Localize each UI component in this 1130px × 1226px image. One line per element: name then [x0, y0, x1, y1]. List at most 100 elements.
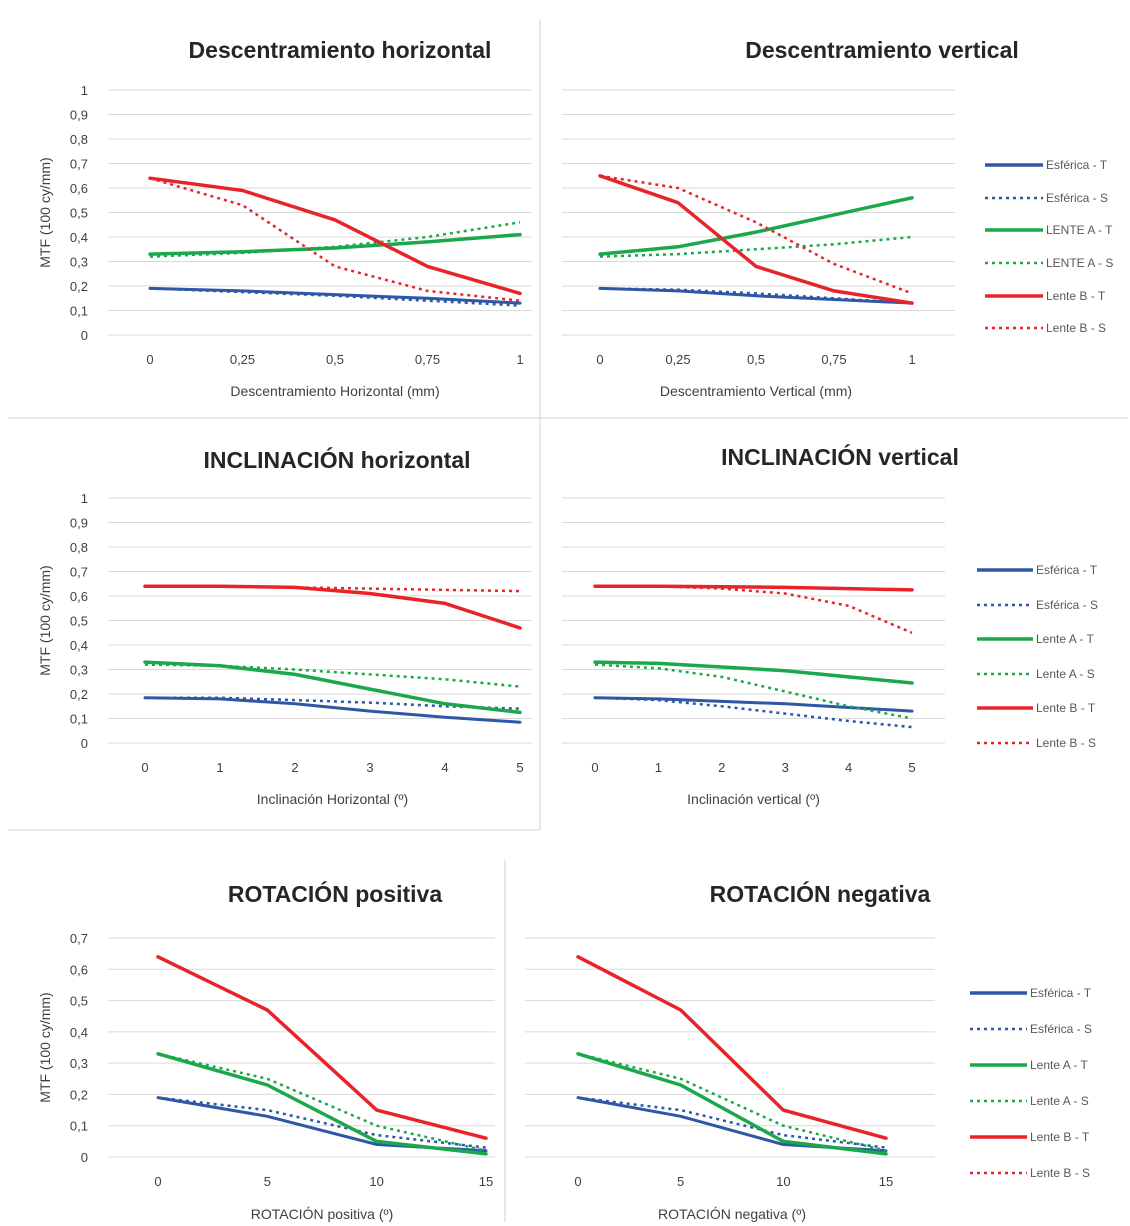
series-line-lente-a-s	[577, 1052, 887, 1152]
chart-4: 0 1 2 3 4 5 INCLINACIÓN vertical Inclinación ve…	[562, 443, 1098, 807]
series-line-esf-rica-s	[577, 1096, 887, 1149]
x-tick-label: 0	[591, 760, 598, 775]
chart-title: Descentramiento horizontal	[189, 37, 492, 63]
x-tick-label: 0,25	[665, 352, 690, 367]
series-line-lente-b-s	[149, 177, 521, 302]
y-tick-label: 0,1	[70, 712, 88, 727]
y-tick-label: 0	[81, 1150, 88, 1165]
y-tick-label: 0,9	[70, 516, 88, 531]
y-tick-label: 0,2	[70, 687, 88, 702]
x-axis-label: ROTACIÓN positiva (º)	[251, 1206, 394, 1222]
x-tick-label: 0,75	[821, 352, 846, 367]
chart-title: INCLINACIÓN vertical	[721, 443, 959, 470]
x-tick-label: 4	[845, 760, 852, 775]
y-axis-label: MTF (100 cy/mm)	[37, 992, 53, 1102]
y-tick-label: 0,2	[70, 1087, 88, 1102]
y-tick-label: 0,3	[70, 663, 88, 678]
series-line-lente-a-t	[156, 1052, 488, 1156]
y-tick-label: 0,4	[70, 230, 88, 245]
y-tick-label: 0,6	[70, 962, 88, 977]
y-tick-label: 0,9	[70, 108, 88, 123]
series-line-lente-b-t	[598, 174, 914, 305]
series-line-lente-b-t	[156, 955, 488, 1140]
y-axis-label: MTF (100 cy/mm)	[37, 157, 53, 267]
x-tick-label: 5	[908, 760, 915, 775]
series-line-lente-a-t	[576, 1052, 888, 1156]
y-tick-label: 0,5	[70, 614, 88, 629]
y-tick-label: 0,3	[70, 255, 88, 270]
series-line-lente-a-t	[593, 660, 914, 685]
x-tick-label: 3	[782, 760, 789, 775]
y-tick-label: 0	[81, 736, 88, 751]
x-tick-label: 10	[776, 1174, 790, 1189]
x-tick-label: 1	[655, 760, 662, 775]
x-tick-label: 5	[677, 1174, 684, 1189]
series-line-lente-b-t	[593, 584, 914, 592]
legend-entry: Esférica - T	[1036, 563, 1098, 577]
legend-entry: Esférica - S	[1030, 1022, 1092, 1036]
legend-entry: Esférica - T	[1046, 158, 1108, 172]
x-tick-label: 15	[879, 1174, 893, 1189]
x-tick-label: 0	[146, 352, 153, 367]
series-line-esf-rica-t	[143, 696, 522, 724]
legend-entry: Lente B - T	[1046, 289, 1106, 303]
x-axis-label: ROTACIÓN negativa (º)	[658, 1206, 806, 1222]
legend-entry: Lente B - T	[1030, 1130, 1090, 1144]
x-tick-label: 0,75	[415, 352, 440, 367]
legend-entry: Lente B - T	[1036, 701, 1096, 715]
series-line-lente-a-s	[599, 235, 913, 258]
x-axis-label: Inclinación Horizontal (º)	[257, 791, 408, 807]
y-tick-label: 0,6	[70, 181, 88, 196]
series-line-lente-b-t	[148, 176, 522, 296]
series-line-lente-a-t	[598, 196, 914, 256]
x-tick-label: 2	[291, 760, 298, 775]
y-tick-label: 0,1	[70, 304, 88, 319]
y-tick-label: 1	[81, 83, 88, 98]
series-line-lente-b-s	[577, 955, 887, 1140]
legend-entry: Lente A - T	[1030, 1058, 1088, 1072]
chart-2: 0 0,25 0,5 0,75 1 Descentramiento vertical Des…	[562, 37, 1113, 399]
series-line-lente-b-t	[143, 584, 522, 630]
y-tick-label: 0,4	[70, 638, 88, 653]
chart-title: ROTACIÓN negativa	[710, 880, 931, 907]
y-tick-label: 0,3	[70, 1056, 88, 1071]
x-tick-label: 5	[264, 1174, 271, 1189]
series-line-esf-rica-s	[599, 287, 913, 305]
y-tick-label: 0,4	[70, 1025, 88, 1040]
series-line-lente-b-s	[595, 584, 913, 634]
y-tick-label: 0,8	[70, 540, 88, 555]
x-tick-label: 0	[574, 1174, 581, 1189]
legend: Esférica - T Esférica - S Lente A - T Lente…	[977, 563, 1098, 750]
y-tick-label: 0,8	[70, 132, 88, 147]
legend-entry: Lente B - S	[1030, 1166, 1090, 1180]
y-tick-label: 0,6	[70, 589, 88, 604]
legend-entry: Lente A - S	[1030, 1094, 1089, 1108]
series-line-lente-b-s	[157, 955, 487, 1140]
chart-title: INCLINACIÓN horizontal	[203, 446, 470, 473]
x-tick-label: 0,25	[230, 352, 255, 367]
y-tick-label: 0,5	[70, 206, 88, 221]
chart-title: ROTACIÓN positiva	[228, 880, 442, 907]
legend-entry: LENTE A - T	[1046, 223, 1113, 237]
chart-6: 0 5 10 15 ROTACIÓN negativa ROTACIÓN negativa…	[525, 880, 1092, 1222]
x-tick-label: 0,5	[747, 352, 765, 367]
series-line-lente-a-s	[594, 663, 913, 720]
series-line-lente-b-t	[576, 955, 888, 1140]
chart-3: 0 0,1 0,2 0,3 0,4 0,5 0,6 0,7 0,8 0,9 1 0 1 2 3 4 5 INCLI…	[37, 446, 532, 807]
y-tick-label: 1	[81, 491, 88, 506]
series-line-lente-a-s	[149, 221, 521, 258]
series-line-lente-b-s	[599, 174, 913, 295]
x-tick-label: 4	[441, 760, 448, 775]
series-line-esf-rica-t	[148, 286, 522, 305]
series-line-lente-a-t	[143, 660, 522, 715]
chart-1: 0 0,1 0,2 0,3 0,4 0,5 0,6 0,7 0,8 0,9 1 0 0,25 0,5 0,7…	[37, 37, 532, 399]
x-tick-label: 0	[154, 1174, 161, 1189]
chart-5: 0 0,1 0,2 0,3 0,4 0,5 0,6 0,7 0 5 10 15 ROTACIÓN pos…	[37, 880, 495, 1222]
x-tick-label: 0	[141, 760, 148, 775]
x-tick-label: 0,5	[326, 352, 344, 367]
legend-entry: Esférica - S	[1046, 191, 1108, 205]
x-tick-label: 0	[596, 352, 603, 367]
legend-entry: LENTE A - S	[1046, 256, 1113, 270]
y-tick-label: 0,7	[70, 157, 88, 172]
